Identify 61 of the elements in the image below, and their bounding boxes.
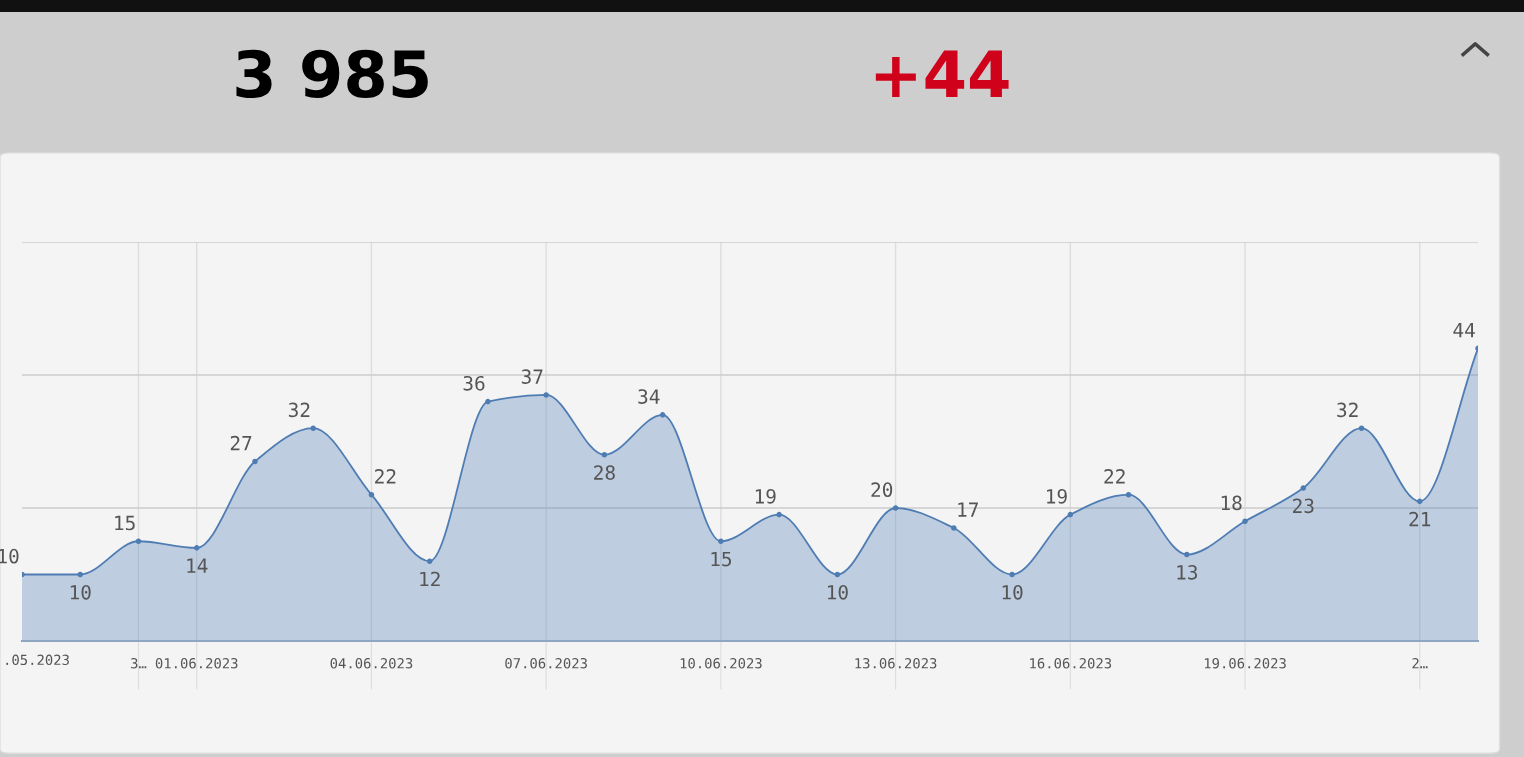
data-label: 18	[1221, 495, 1242, 511]
data-label: 22	[375, 469, 396, 484]
x-tick-label: 10.06.2023	[680, 657, 762, 669]
x-tick-label: 01.06.2023	[155, 657, 238, 669]
data-label: 37	[521, 369, 543, 384]
point	[1358, 425, 1365, 431]
x-tick-label: 13.06.2023	[855, 657, 937, 669]
x-tick-label: 3…	[131, 657, 147, 669]
point	[543, 392, 549, 398]
point	[368, 491, 375, 498]
point	[834, 571, 841, 578]
point	[1184, 551, 1190, 558]
data-label: 28	[594, 465, 615, 480]
point	[951, 525, 957, 531]
point	[1125, 491, 1132, 498]
point	[1009, 571, 1015, 578]
point	[485, 398, 491, 405]
point	[252, 458, 258, 465]
data-label: 19	[755, 488, 776, 504]
point	[1300, 485, 1307, 491]
point	[659, 412, 666, 418]
data-label: 10	[1002, 584, 1023, 600]
data-label: 20	[871, 482, 893, 498]
point	[77, 571, 84, 578]
data-label: 23	[1293, 498, 1314, 514]
data-label: 14	[187, 558, 208, 573]
point	[1067, 511, 1074, 518]
data-label: 19	[1047, 488, 1067, 504]
data-label: 13	[1177, 564, 1198, 580]
point	[1416, 498, 1423, 505]
point	[601, 452, 608, 458]
data-label: 10	[70, 584, 91, 600]
point	[1242, 518, 1248, 525]
x-tick-label: 19.06.2023	[1204, 657, 1286, 669]
point	[193, 545, 200, 551]
x-tick-label: 04.06.2023	[330, 657, 413, 669]
data-label: 17	[958, 502, 978, 517]
x-tick-label: 07.06.2023	[505, 657, 587, 669]
data-label: 32	[288, 402, 310, 418]
data-label: 15	[115, 515, 135, 531]
data-label: 21	[1409, 511, 1431, 527]
data-label: 12	[420, 571, 440, 587]
text: 3 985	[236, 49, 428, 99]
point	[776, 511, 782, 518]
data-label: 32	[1337, 402, 1358, 418]
point	[892, 505, 899, 511]
data-label: 36	[463, 375, 485, 391]
data-label: 10	[827, 584, 848, 600]
point	[718, 538, 724, 545]
x-tick-label: 16.06.2023	[1030, 657, 1112, 669]
data-label: 22	[1104, 469, 1125, 484]
data-label: 27	[230, 435, 252, 451]
data-label: 15	[711, 551, 732, 567]
data-label: 44	[1453, 322, 1475, 338]
point	[426, 558, 433, 564]
point	[135, 538, 142, 545]
text: .05.2023	[6, 654, 69, 666]
text: +44	[875, 50, 1009, 98]
x-tick-label: 2…	[1412, 657, 1428, 669]
data-label: 34	[638, 389, 660, 404]
point	[310, 425, 316, 431]
